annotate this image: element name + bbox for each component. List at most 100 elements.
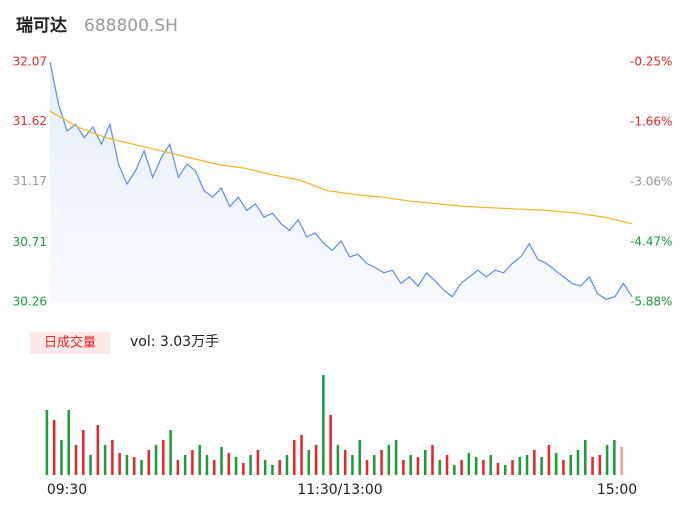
volume-bar xyxy=(205,455,209,475)
volume-bar xyxy=(314,445,318,475)
volume-bar xyxy=(605,445,609,475)
volume-bar xyxy=(271,465,274,475)
volume-bar xyxy=(103,445,107,475)
x-tick-label: 09:30 xyxy=(47,482,87,498)
volume-bar xyxy=(518,457,522,475)
volume-bar xyxy=(336,445,340,475)
volume-bar xyxy=(598,455,602,475)
volume-bar xyxy=(329,415,332,475)
volume-bar xyxy=(554,453,558,475)
y2-tick-label: -3.06% xyxy=(630,174,672,188)
volume-bar xyxy=(409,455,412,475)
volume-bar xyxy=(162,440,165,475)
volume-bar xyxy=(132,457,136,475)
volume-bar xyxy=(198,445,201,475)
volume-bar xyxy=(183,455,187,475)
volume-bar xyxy=(474,457,478,475)
volume-bar xyxy=(380,450,383,475)
volume-legend: 日成交量 xyxy=(44,335,96,351)
volume-bar xyxy=(467,453,471,475)
volume-bar xyxy=(67,410,71,475)
volume-bar xyxy=(431,445,434,475)
volume-bar xyxy=(96,425,100,475)
volume-bar xyxy=(423,450,427,475)
volume-bar xyxy=(489,455,492,475)
volume-bar xyxy=(620,447,623,475)
volume-bar xyxy=(365,460,369,475)
volume-bar xyxy=(416,457,420,475)
volume-bar xyxy=(387,445,391,475)
y-tick-label: 30.26 xyxy=(13,295,47,309)
volume-bar xyxy=(220,447,223,475)
volume-bar xyxy=(453,465,456,475)
y2-tick-label: -4.47% xyxy=(630,234,672,248)
volume-bar xyxy=(402,460,405,475)
volume-bar xyxy=(460,460,463,475)
line-price xyxy=(49,61,633,300)
volume-bar xyxy=(591,457,594,475)
volume-bar xyxy=(394,440,398,475)
volume-bar xyxy=(503,465,507,475)
volume-bar xyxy=(525,455,529,475)
x-tick-label: 15:00 xyxy=(597,482,637,498)
volume-bar xyxy=(351,455,354,475)
volume-bar xyxy=(438,460,442,475)
y-tick-label: 30.71 xyxy=(13,235,47,249)
volume-bar xyxy=(52,420,56,475)
volume-bar xyxy=(496,463,500,475)
y-tick-label: 31.17 xyxy=(13,174,47,188)
volume-bar xyxy=(533,450,536,475)
volume-bar xyxy=(511,460,514,475)
volume-bar xyxy=(256,450,260,475)
volume-bar xyxy=(249,455,252,475)
volume-bar xyxy=(613,440,616,475)
volume-bar xyxy=(60,440,63,475)
volume-bar xyxy=(191,450,194,475)
volume-bar xyxy=(154,445,158,475)
volume-bar xyxy=(242,463,245,475)
volume-bar xyxy=(569,455,572,475)
volume-bar xyxy=(125,455,129,475)
volume-bar xyxy=(89,455,92,475)
volume-bar xyxy=(300,435,303,475)
volume-bar xyxy=(263,460,267,475)
y-tick-label: 31.62 xyxy=(13,114,47,128)
y2-tick-label: -1.66% xyxy=(630,115,672,129)
volume-bar xyxy=(169,430,172,475)
volume-bar xyxy=(234,457,238,475)
subtitle: 688800.SH xyxy=(84,16,178,36)
volume-bar xyxy=(343,450,347,475)
volume-bar xyxy=(278,460,281,475)
volume-bar xyxy=(227,453,231,475)
title: 瑞可达 xyxy=(16,15,67,36)
volume-bar xyxy=(482,460,485,475)
volume-bar xyxy=(111,440,114,475)
volume-bar xyxy=(373,455,376,475)
volume-bar xyxy=(74,445,78,475)
volume-bar xyxy=(358,440,362,475)
volume-bar xyxy=(322,375,325,475)
volume-bar xyxy=(140,460,143,475)
volume-bar xyxy=(82,430,85,475)
volume-bar xyxy=(147,450,151,475)
y2-tick-label: -5.88% xyxy=(630,295,672,309)
volume-bar xyxy=(562,460,565,475)
volume-bar xyxy=(583,440,587,475)
volume-bar xyxy=(540,457,543,475)
volume-bar xyxy=(292,440,296,475)
volume-bar xyxy=(576,450,580,475)
volume-bar xyxy=(307,450,311,475)
price-area xyxy=(50,62,632,302)
volume-bar xyxy=(45,410,49,475)
volume-bar xyxy=(176,460,180,475)
volume-bar xyxy=(285,455,289,475)
volume-label: vol: 3.03万手 xyxy=(130,334,219,350)
y-tick-label: 32.07 xyxy=(13,55,47,69)
line-average xyxy=(49,110,633,225)
volume-bar xyxy=(445,455,449,475)
volume-bar xyxy=(212,460,216,475)
y2-tick-label: -0.25% xyxy=(630,55,672,69)
legend-bg xyxy=(30,332,110,354)
x-tick-label: 11:30/13:00 xyxy=(297,482,382,498)
